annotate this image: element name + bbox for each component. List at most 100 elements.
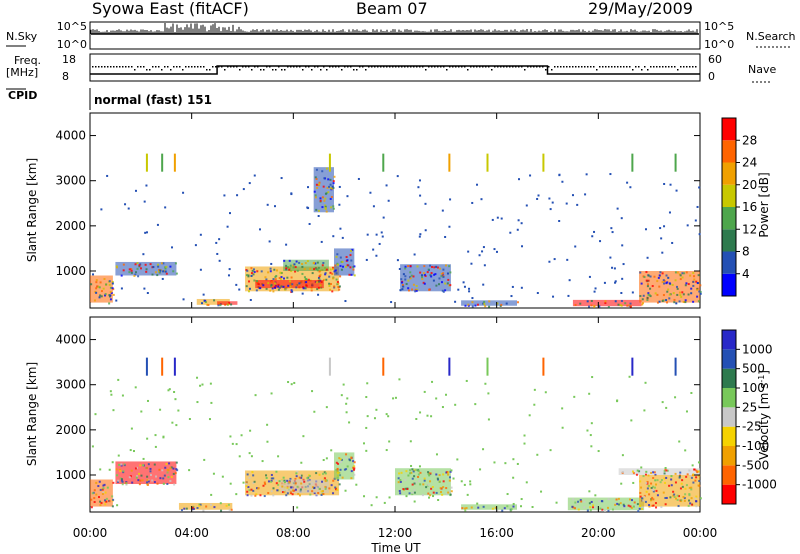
echo-cell xyxy=(121,480,124,483)
echo-cell xyxy=(345,255,348,258)
echo-cell xyxy=(661,281,664,284)
echo-cell xyxy=(111,505,114,508)
echo-cell xyxy=(219,304,222,307)
echo-cell xyxy=(352,268,355,271)
echo-cell xyxy=(404,487,407,490)
echo-cell xyxy=(162,482,165,485)
echo-cell xyxy=(247,486,250,489)
echo-cell xyxy=(640,486,643,489)
echo-cell xyxy=(413,482,416,485)
echo-cell xyxy=(130,268,133,271)
nave-sample xyxy=(197,66,199,68)
echo-cell xyxy=(433,273,436,276)
echo-cell xyxy=(172,270,175,273)
echo-cell xyxy=(648,294,651,297)
freq-label-line1: Freq. xyxy=(14,54,41,67)
echo-cell xyxy=(294,477,297,480)
echo-cell xyxy=(611,231,614,234)
echo-cell xyxy=(111,282,114,285)
echo-cell xyxy=(270,392,273,395)
echo-cell xyxy=(650,486,653,489)
echo-cell xyxy=(525,481,528,484)
colorbar-tick-label: 1000 xyxy=(742,342,773,356)
echo-cell xyxy=(143,200,146,203)
echo-cell xyxy=(609,173,612,176)
nave-sample xyxy=(356,69,358,71)
echo-cell xyxy=(495,250,498,253)
echo-cell xyxy=(285,243,288,246)
nave-sample xyxy=(203,66,205,68)
echo-cell xyxy=(491,507,494,510)
echo-cell xyxy=(151,479,154,482)
echo-cell xyxy=(322,492,325,495)
echo-cell xyxy=(349,254,352,257)
echo-cell xyxy=(565,202,568,205)
echo-cell xyxy=(246,494,249,497)
echo-cell xyxy=(324,272,327,275)
nave-sample xyxy=(632,69,634,71)
echo-cell xyxy=(182,191,185,194)
nave-sample xyxy=(500,66,502,68)
echo-cell xyxy=(304,262,307,265)
nave-sample xyxy=(377,66,379,68)
echo-cell xyxy=(142,457,145,460)
echo-cell xyxy=(286,486,289,489)
nave-sample xyxy=(209,69,211,71)
colorbar-tick-label: 28 xyxy=(742,133,757,147)
echo-cell xyxy=(338,203,341,206)
echo-cell xyxy=(183,507,186,510)
echo-cell xyxy=(324,472,327,475)
echo-cell xyxy=(685,475,688,478)
echo-cell xyxy=(305,284,308,287)
echo-cell xyxy=(217,304,220,307)
echo-cell xyxy=(157,265,160,268)
echo-cell xyxy=(500,303,503,306)
echo-cell xyxy=(263,495,266,498)
echo-cell xyxy=(464,507,467,510)
echo-cell xyxy=(328,487,331,490)
echo-cell xyxy=(252,273,255,276)
echo-cell xyxy=(340,461,343,464)
echo-cell xyxy=(345,402,348,405)
echo-cell xyxy=(400,278,403,281)
echo-cell xyxy=(277,455,280,458)
nave-sample xyxy=(455,66,457,68)
echo-cell xyxy=(690,488,693,491)
echo-cell xyxy=(116,474,119,477)
colorbar-segment xyxy=(722,426,736,446)
echo-region xyxy=(283,259,329,271)
echo-cell xyxy=(476,183,479,186)
echo-cell xyxy=(606,506,609,509)
echo-cell xyxy=(316,288,319,291)
echo-cell xyxy=(330,206,333,209)
echo-cell xyxy=(404,278,407,281)
time-tick-label: 12:00 xyxy=(378,526,413,540)
nave-sample xyxy=(485,66,487,68)
echo-cell xyxy=(170,466,173,469)
echo-cell xyxy=(463,285,466,288)
echo-cell xyxy=(105,497,108,500)
nave-sample xyxy=(116,66,118,68)
nave-sample xyxy=(605,66,607,68)
echo-cell xyxy=(428,288,431,291)
echo-cell xyxy=(684,487,687,490)
echo-cell xyxy=(444,264,447,267)
noise-panel-frame xyxy=(89,21,701,50)
nave-sample xyxy=(521,66,523,68)
echo-cell xyxy=(271,287,274,290)
echo-cell xyxy=(697,461,700,464)
nave-sample xyxy=(689,66,691,68)
echo-cell xyxy=(159,408,162,411)
echo-cell xyxy=(324,273,327,276)
echo-cell xyxy=(94,413,97,416)
echo-cell xyxy=(471,297,474,300)
echo-cell xyxy=(385,184,388,187)
echo-cell xyxy=(493,248,496,251)
echo-cell xyxy=(402,285,405,288)
echo-cell xyxy=(283,491,286,494)
velocity-data xyxy=(90,357,702,513)
echo-cell xyxy=(256,270,259,273)
echo-cell xyxy=(308,474,311,477)
echo-cell xyxy=(676,494,679,497)
echo-cell xyxy=(688,494,691,497)
